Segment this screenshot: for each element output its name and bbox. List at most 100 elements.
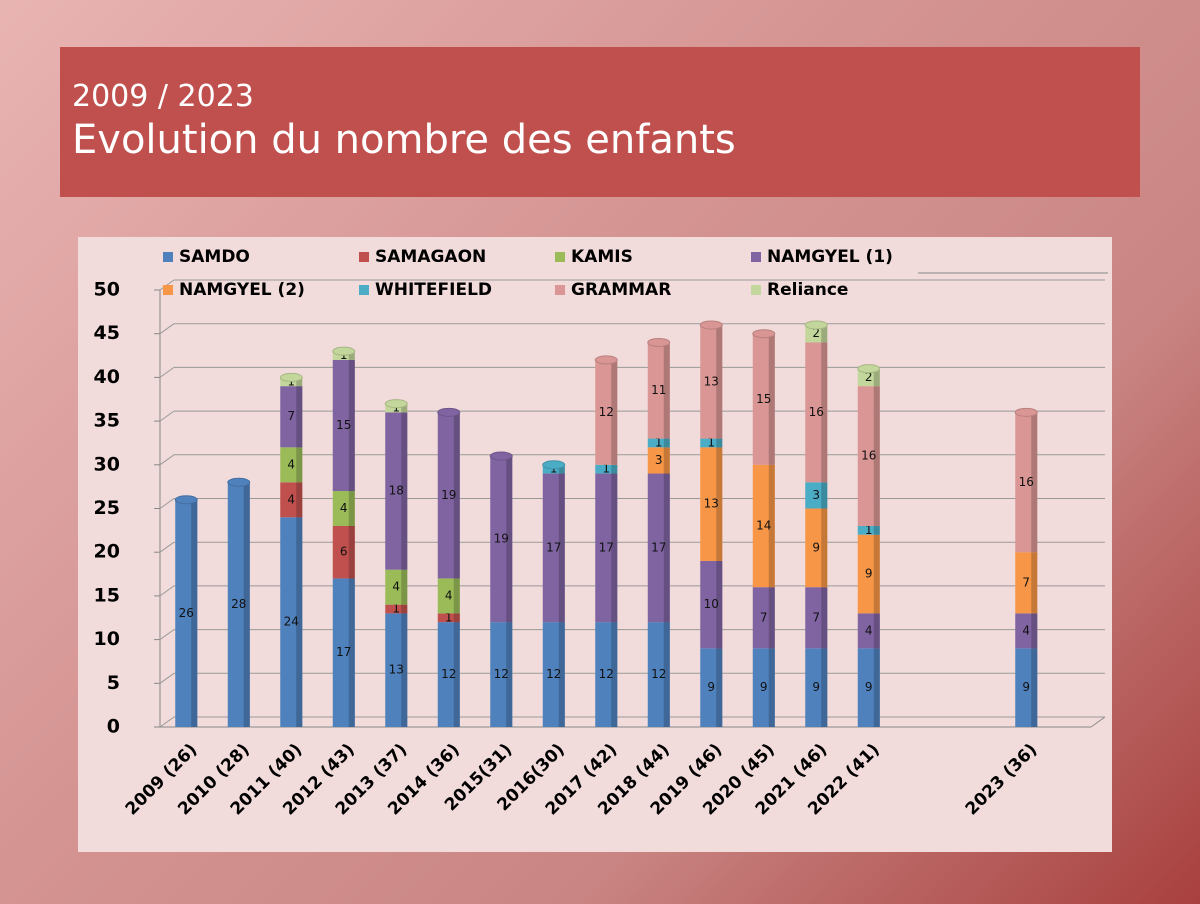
bar-segment-shade [611, 622, 618, 727]
grid-line-depth [159, 323, 175, 335]
data-label: 28 [231, 597, 246, 611]
data-label: 15 [336, 418, 351, 432]
data-label: 7 [812, 610, 820, 624]
x-axis-depth [1090, 716, 1106, 728]
data-label: 17 [651, 540, 666, 554]
bar-cap [752, 329, 776, 339]
bar-segment-shade [663, 438, 670, 448]
bar-cap [332, 346, 356, 356]
data-label: 3 [655, 453, 663, 467]
data-label: 9 [707, 680, 715, 694]
grid-line-depth [159, 672, 175, 684]
bar-segment-shade [401, 613, 408, 727]
bar-segment-shade [716, 324, 723, 439]
grid-line-depth [159, 585, 175, 597]
grid-line-depth [159, 410, 175, 422]
bar-cap [279, 372, 303, 382]
data-label: 3 [812, 488, 820, 502]
bar-segment-shade [1031, 412, 1038, 553]
grid-line-depth [159, 629, 175, 641]
bar-segment-shade [821, 508, 828, 588]
bar-cap [857, 364, 881, 374]
bar-segment-shade [716, 648, 723, 727]
data-label: 13 [389, 663, 404, 677]
data-label: 1 [865, 523, 873, 537]
legend-label: WHITEFIELD [375, 280, 492, 300]
y-tick-label: 30 [94, 453, 120, 475]
bar-segment [857, 525, 880, 535]
y-tick-label: 20 [94, 541, 120, 563]
data-label: 4 [1022, 623, 1030, 637]
bar-segment-shade [296, 517, 303, 727]
legend-swatch [555, 285, 565, 295]
data-label: 16 [861, 449, 876, 463]
data-label: 12 [599, 667, 614, 681]
bar-segment-shade [821, 587, 828, 649]
bar-cap [227, 477, 251, 487]
bar-cap [489, 451, 513, 461]
bar-segment-shade [348, 491, 355, 526]
legend-label: KAMIS [571, 247, 633, 267]
bar-segment-shade [611, 359, 618, 465]
grid-line-depth [159, 454, 175, 466]
bar-segment-shade [506, 622, 513, 727]
data-label: 16 [1019, 475, 1034, 489]
bar-segment-shade [768, 464, 775, 588]
y-tick-label: 40 [94, 366, 120, 388]
legend-label: SAMDO [179, 247, 250, 267]
bar-segment-shade [296, 386, 303, 448]
bar-segment-shade [1031, 552, 1038, 614]
bar-segment-shade [453, 578, 460, 614]
bar-segment-shade [401, 403, 408, 413]
bar-segment-shade [821, 482, 828, 509]
data-label: 1 [655, 435, 663, 449]
y-tick-label: 15 [94, 584, 120, 606]
data-label: 18 [389, 484, 404, 498]
bar-segment-shade [1031, 648, 1038, 727]
bar-segment-shade [716, 438, 723, 448]
bar-cap [1014, 407, 1038, 417]
chart: 0 5 10 15 20 25 30 35 40 45 50 SAMDO SAMAGAON KAMIS NA… [78, 237, 1112, 852]
bar-segment-shade [821, 324, 828, 343]
data-label: 4 [340, 501, 348, 515]
bar-segment-shade [348, 359, 355, 492]
subtitle: 2009 / 2023 [72, 79, 254, 114]
bar-cap [647, 337, 671, 347]
bar-segment-shade [768, 333, 775, 465]
legend-swatch [751, 285, 761, 295]
data-label: 11 [651, 383, 666, 397]
bar-segment [385, 604, 408, 614]
bar-cap [804, 320, 828, 330]
bar-segment-shade [558, 464, 565, 474]
bar-segment-shade [611, 464, 618, 474]
y-tick-label: 50 [94, 279, 120, 301]
bar-cap [594, 355, 618, 365]
bar-segment-shade [558, 473, 565, 623]
data-label: 9 [865, 680, 873, 694]
title: Evolution du nombre des enfants [72, 117, 736, 163]
legend-swatch [751, 252, 761, 262]
data-label: 1 [445, 610, 453, 624]
grid-line-depth [159, 366, 175, 378]
data-label: 13 [704, 374, 719, 388]
data-label: 26 [179, 606, 194, 620]
y-tick-label: 35 [94, 410, 120, 432]
bar-cap [437, 407, 461, 417]
legend-swatch [359, 252, 369, 262]
bar-segment-shade [558, 622, 565, 727]
bar-cap [699, 320, 723, 330]
data-label: 4 [445, 588, 453, 602]
legend-swatch [359, 285, 369, 295]
y-tick-label: 45 [94, 322, 120, 344]
legend-label: Reliance [767, 280, 848, 300]
bar-segment-shade [873, 613, 880, 649]
bar-segment-shade [821, 342, 828, 483]
bar-segment-shade [716, 447, 723, 561]
bar-segment-shade [873, 534, 880, 614]
bar-segment-shade [401, 569, 408, 605]
data-label: 15 [756, 392, 771, 406]
data-label: 1 [392, 602, 400, 616]
legend-label: GRAMMAR [571, 280, 671, 300]
data-label: 7 [287, 409, 295, 423]
